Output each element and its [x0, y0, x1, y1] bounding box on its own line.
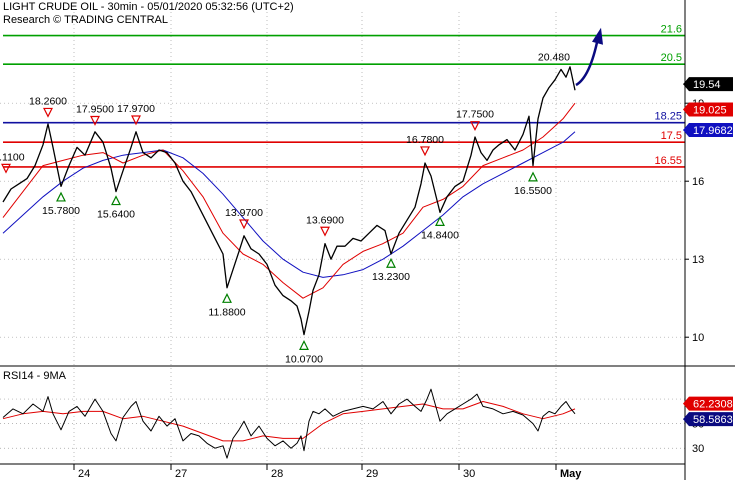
- price-tag-text: 19.025: [693, 105, 727, 117]
- down-marker: [320, 226, 330, 237]
- date-tick-label: 24: [78, 468, 90, 480]
- annotation-label: 17.9700: [117, 103, 155, 115]
- rsi-tick-label: 30: [692, 443, 704, 455]
- rsi-title: RSI14 - 9MA: [3, 370, 67, 382]
- down-marker: [90, 115, 100, 126]
- up-marker: [386, 257, 396, 268]
- level-label: 18.25: [654, 111, 682, 123]
- up-marker: [56, 191, 66, 202]
- down-marker: [43, 107, 53, 118]
- up-marker: [111, 195, 121, 206]
- price-tag-text: 17.9682: [693, 125, 733, 137]
- rsi-ma-line: [2, 401, 576, 442]
- price-tag-bg: [683, 77, 733, 92]
- chart-subtitle: Research © TRADING CENTRAL: [3, 14, 168, 26]
- annotation-label: 15.7800: [42, 205, 80, 217]
- price-tag-layer: 19.54 19.025 17.9682 62.2308 58.5863: [683, 77, 733, 427]
- level-label: 16.55: [654, 155, 682, 167]
- annotation-label: 20.480: [538, 52, 570, 64]
- price-tag-text: 19.54: [693, 79, 721, 91]
- forecast-arrow-head: [592, 27, 603, 45]
- annotation-label: 13.2300: [372, 271, 410, 283]
- levels-layer: 21.6 20.5 18.25 17.5 16.55: [3, 24, 685, 168]
- rsi-tag-text: 58.5863: [693, 414, 733, 426]
- forecast-arrow-shaft: [575, 37, 600, 87]
- price-tick-label: 13: [692, 254, 704, 266]
- down-marker: [1, 163, 11, 174]
- annotation-label: 17.7500: [456, 109, 494, 121]
- annotation-label: 11.8800: [208, 306, 245, 318]
- annotation-label: 17.9500: [76, 104, 114, 116]
- annotation-label: 16.7800: [406, 134, 444, 146]
- level-label: 17.5: [661, 130, 682, 142]
- up-marker: [435, 216, 445, 226]
- annotation-label: 13.6900: [306, 214, 344, 226]
- annotation-label: 15.6400: [97, 209, 135, 221]
- down-marker: [131, 115, 141, 126]
- price-tag-bg: [683, 102, 733, 117]
- series-layer: [2, 27, 603, 459]
- rsi-tag-text: 62.2308: [693, 399, 733, 411]
- date-tick-label: 27: [175, 468, 187, 480]
- annotation-label: 14.8400: [421, 229, 459, 241]
- rsi-tag-bg: [683, 396, 733, 411]
- level-label: 20.5: [661, 52, 682, 64]
- up-marker: [222, 292, 232, 303]
- price-line: [2, 66, 576, 336]
- date-tick-label: 28: [271, 468, 283, 480]
- ma-slow-line: [2, 131, 576, 278]
- price-tick-label: 10: [692, 332, 704, 344]
- date-tick-label: May: [560, 468, 582, 480]
- annotation-label: 18.2600: [29, 95, 67, 107]
- down-marker: [470, 121, 480, 132]
- chart-title: LIGHT CRUDE OIL - 30min - 05/01/2020 05:…: [3, 1, 294, 13]
- annotation-label: 10.0700: [285, 353, 323, 365]
- level-label: 21.6: [661, 24, 682, 36]
- ma-fast-line: [2, 102, 576, 299]
- annotation-label: 16.5500: [514, 185, 552, 197]
- rsi-tag-bg: [683, 412, 733, 427]
- annotation-label: 16.1100: [0, 151, 25, 163]
- annotation-label: 13.9700: [225, 207, 263, 219]
- down-marker: [239, 219, 249, 230]
- price-tick-label: 16: [692, 176, 704, 188]
- date-tick-label: 30: [463, 468, 475, 480]
- date-tick-label: 29: [366, 468, 378, 480]
- rsi-line: [2, 388, 576, 459]
- annotation-layer: 16.1100 18.2600 15.7800 17.9500 15.6400 17.97…: [0, 52, 570, 366]
- up-marker: [528, 171, 538, 182]
- down-marker: [420, 146, 430, 157]
- price-tag-bg: [683, 123, 733, 138]
- up-marker: [299, 340, 309, 350]
